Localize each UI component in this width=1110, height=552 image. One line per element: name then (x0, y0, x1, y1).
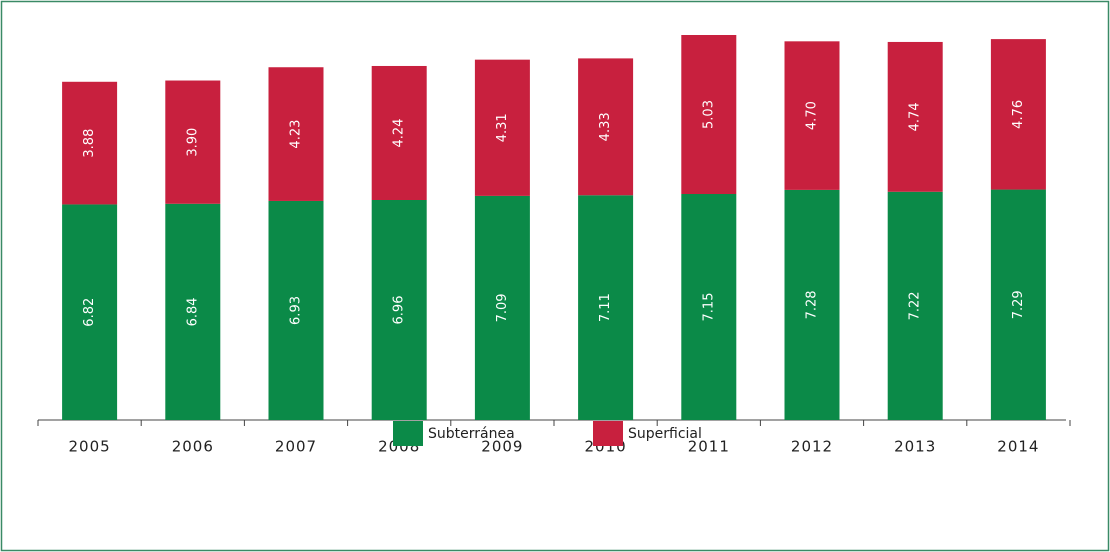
value-label: 3.90 (185, 128, 200, 157)
x-tick-label: 2006 (172, 438, 214, 456)
x-tick-label: 2005 (69, 438, 111, 456)
value-label: 7.28 (805, 290, 820, 319)
value-label: 7.29 (1011, 290, 1026, 319)
value-label: 5.03 (701, 100, 716, 129)
x-tick-label: 2014 (997, 438, 1039, 456)
value-label: 4.24 (392, 119, 407, 148)
bar-segment (681, 35, 737, 194)
value-label: 4.33 (598, 112, 613, 141)
value-label: 4.31 (495, 113, 510, 142)
x-tick-label: 2013 (894, 438, 936, 456)
legend-swatch (393, 421, 423, 446)
x-tick-label: 2007 (275, 438, 317, 456)
bar-segment (268, 200, 324, 420)
value-label: 4.23 (289, 120, 304, 149)
bar-segment (165, 203, 221, 420)
x-tick-label: 2011 (688, 438, 730, 456)
bar-segment (784, 189, 840, 420)
bar-segment (990, 189, 1046, 420)
legend-label: Superficial (628, 426, 702, 442)
bar-segment (784, 41, 840, 190)
bar-segment (371, 65, 427, 200)
bar-segment (62, 204, 118, 420)
bar-segment (371, 200, 427, 420)
bar-segment (165, 80, 221, 204)
value-label: 6.96 (392, 296, 407, 325)
value-label: 6.93 (289, 296, 304, 325)
value-label: 4.76 (1011, 100, 1026, 129)
bar-segment (887, 191, 943, 420)
bar-segment (887, 41, 943, 192)
x-tick-label: 2012 (791, 438, 833, 456)
value-label: 7.09 (495, 293, 510, 322)
bar-segment (474, 59, 530, 196)
value-label: 4.70 (805, 101, 820, 130)
value-label: 7.15 (701, 293, 716, 322)
bar-segment (578, 58, 634, 196)
value-label: 7.22 (908, 291, 923, 320)
value-label: 7.11 (598, 293, 613, 322)
legend-swatch (593, 421, 623, 446)
bar-segment (268, 67, 324, 201)
bar-segment (578, 195, 634, 420)
bar-segment (62, 81, 118, 205)
x-tick-label: 2009 (481, 438, 523, 456)
value-label: 3.88 (82, 129, 97, 158)
value-label: 4.74 (908, 102, 923, 131)
value-label: 6.82 (82, 298, 97, 327)
bar-segment (681, 193, 737, 420)
value-label: 6.84 (185, 297, 200, 326)
legend-label: Subterránea (428, 426, 515, 442)
bar-segment (990, 39, 1046, 190)
bar-segment (474, 195, 530, 420)
